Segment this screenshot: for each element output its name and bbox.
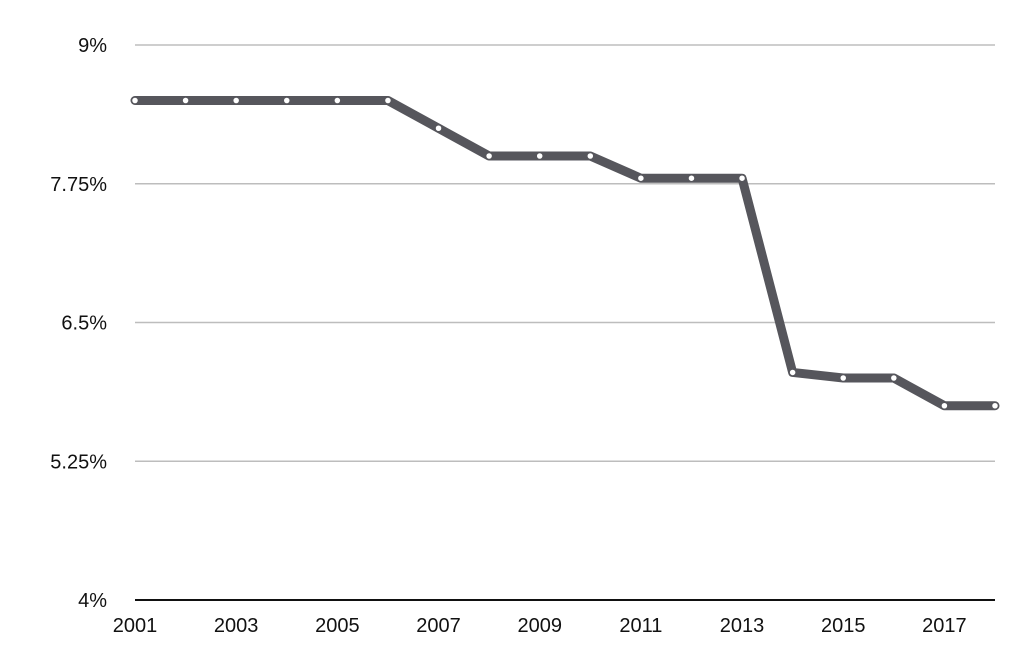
y-tick-label: 9%: [78, 35, 107, 57]
data-point: [889, 373, 899, 383]
x-tick-label: 2015: [821, 615, 866, 637]
data-point: [535, 151, 544, 161]
x-tick-label: 2013: [720, 615, 765, 637]
series-line: [130, 96, 1000, 411]
gridlines: [135, 44, 995, 462]
x-tick-label: 2011: [619, 615, 662, 637]
x-tick-label: 2009: [517, 615, 562, 637]
data-point: [333, 96, 342, 105]
data-point: [586, 151, 595, 161]
data-point: [788, 368, 797, 377]
x-tick-label: 2003: [214, 615, 259, 637]
y-tick-label: 7.75%: [50, 174, 107, 196]
x-tick-label: 2001: [113, 615, 158, 637]
x-tick-label: 2007: [416, 615, 461, 637]
y-tick-label: 6.5%: [61, 313, 107, 335]
x-axis-tick-labels: 2001 2003 2005 2007 2009 2011 2013 2015 2017: [113, 615, 967, 637]
data-point: [737, 173, 747, 183]
data-point: [940, 401, 949, 410]
x-tick-label: 2005: [315, 615, 360, 637]
data-point: [838, 373, 848, 383]
data-point: [990, 401, 1000, 410]
data-point: [181, 96, 190, 105]
data-point: [231, 96, 241, 105]
data-point: [282, 96, 292, 105]
data-point: [383, 96, 393, 105]
data-point: [434, 124, 443, 133]
series-layer: [130, 96, 1000, 411]
data-point: [130, 96, 140, 105]
x-tick-label: 2017: [922, 615, 967, 637]
data-point: [687, 173, 696, 183]
data-point: [636, 173, 646, 183]
y-tick-label: 4%: [78, 590, 107, 612]
y-axis-tick-labels: 4% 5.25% 6.5% 7.75% 9%: [50, 35, 107, 612]
data-point: [484, 151, 494, 161]
y-tick-label: 5.25%: [50, 451, 107, 473]
